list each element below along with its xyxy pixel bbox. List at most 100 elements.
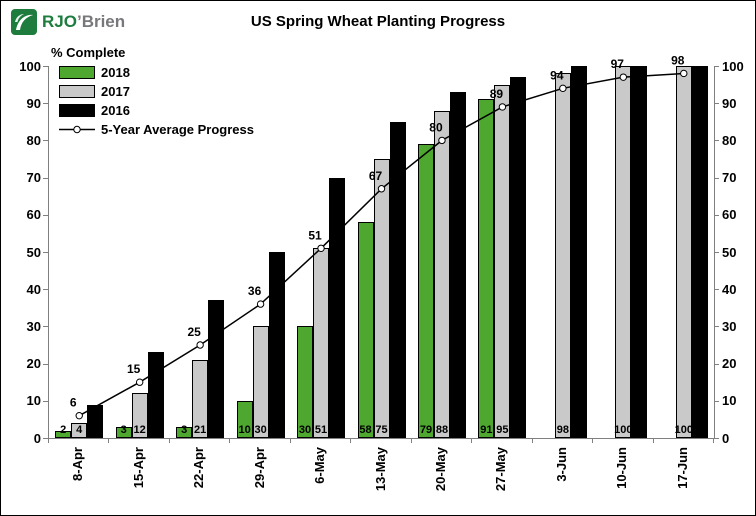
bar-value-label-2017: 4 [76,424,83,436]
legend-label-2016: 2016 [101,103,130,118]
bar-2017 [71,423,88,438]
x-axis-label-text: 13-May [372,447,388,492]
bar-2017 [131,393,148,438]
line-marker [498,103,507,111]
bar-2016 [510,77,527,438]
x-axis-label-text: 22-Apr [191,447,207,489]
x-axis-label-text: 3-Jun [553,447,569,482]
y-axis-label-left: 90 [26,95,41,111]
y-axis-label-right: 70 [722,170,737,186]
bar-2017 [252,326,269,438]
bar-value-label-2017: 100 [614,424,633,436]
y-axis-label-left: 0 [33,430,41,446]
bar-value-label-2018: 10 [238,424,251,436]
bar-2016 [389,121,406,438]
bar-value-labels-layer: 2 3 3 10 30 58 79 91 4 12 21 30 51 75 88 95 98 100 100 [49,66,714,438]
line-value-label: 15 [127,362,141,376]
line-value-label: 80 [429,120,443,134]
x-axis-label-text: 27-May [493,447,509,492]
bar-2016 [147,352,164,438]
plot-area: 6 15 25 36 51 67 80 89 94 97 98 2 3 3 10 30 58 79 91 4 12 21… [48,53,715,439]
bar-2017 [373,159,390,438]
y-axis-label-left: 70 [26,170,41,186]
bar-2017 [675,66,692,438]
bar-value-label-2017: 12 [133,424,146,436]
bar-2016 [449,92,466,438]
line-marker [256,300,265,308]
bar-value-label-2017: 21 [194,424,207,436]
bar-value-label-2018: 3 [120,424,127,436]
x-axis-label-text: 8-Apr [70,447,86,481]
bar-value-label-2017: 51 [314,424,328,436]
x-axis-label-text: 29-Apr [251,447,267,489]
y-axis-label-left: 80 [26,132,41,148]
x-axis-label: 8-Apr [70,446,104,481]
legend-item-5yr-average: 5-Year Average Progress [59,122,254,137]
x-axis-label: 27-May [493,446,537,491]
logo-text-secondary: ’Brien [76,12,126,31]
chart-title: US Spring Wheat Planting Progress [250,13,506,30]
bar-2017 [433,110,450,438]
bar-value-label-2018: 91 [480,424,493,436]
bar-2018 [115,426,132,438]
bar-value-label-2018: 3 [181,424,188,436]
line-value-label: 97 [611,57,625,71]
logo-text-primary: RJO [42,12,77,31]
y-axis-label-right: 10 [722,393,737,409]
x-axis-label: 6-May [312,446,349,484]
x-axis-label: 15-Apr [131,446,172,488]
bar-2016 [691,66,708,438]
y-axis-title: % Complete [51,45,126,60]
legend-label-2018: 2018 [101,65,130,80]
legend-label-2017: 2017 [101,84,130,99]
x-axis-label-text: 15-Apr [130,447,146,489]
bar-2018 [297,326,314,438]
legend-swatch-2016 [59,104,95,117]
bar-value-label-2017: 98 [556,424,569,436]
bar-2018 [236,400,253,438]
y-axis-label-left: 60 [26,207,41,223]
bar-value-label-2017: 30 [254,424,267,436]
y-axis-label-left: 30 [26,318,41,334]
line-value-label: 89 [490,87,504,101]
y-axis-label-right: 100 [722,58,744,74]
bar-2017 [615,66,632,438]
y-axis-label-left: 20 [26,356,41,372]
bar-value-label-2018: 79 [419,424,433,436]
bar-2016 [268,252,285,438]
bar-value-label-2018: 2 [60,424,67,436]
y-axis-label-right: 40 [722,281,737,297]
x-axis-label: 13-May [373,446,417,491]
x-axis-label-text: 10-Jun [614,447,630,489]
bar-value-label-2018: 30 [298,424,312,436]
y-axis-label-left: 40 [26,281,41,297]
y-axis-label-right: 90 [722,95,737,111]
x-axis-label-text: 20-May [432,447,448,492]
bar-2018 [478,99,495,438]
bar-2016 [329,177,346,438]
bar-value-label-2017: 88 [435,424,449,436]
bar-2016 [87,404,104,438]
legend-item-2017: 2017 [59,84,254,99]
line-value-label: 36 [248,284,262,298]
line-value-label: 51 [308,228,322,242]
bar-2016 [208,300,225,438]
y-axis-label-right: 50 [722,244,737,260]
bar-2018 [176,426,193,438]
five-year-average-line: 6 15 25 36 51 67 80 89 94 97 98 [70,53,688,420]
x-axis-label: 22-Apr [191,446,232,488]
line-value-label: 6 [70,396,77,410]
bar-value-label-2017: 95 [496,424,509,436]
logo: RJO’Brien [11,9,125,35]
line-value-label: 67 [369,169,383,183]
y-axis-label-left: 10 [26,393,41,409]
bar-2017 [554,73,571,438]
bar-2016 [631,66,648,438]
bar-2018 [357,222,374,438]
line-marker [377,185,386,193]
x-axis-label-text: 17-Jun [674,447,690,489]
line-marker [196,341,204,349]
bar-2016 [570,66,587,438]
legend-swatch-2018 [59,66,95,79]
line-marker [559,84,567,93]
